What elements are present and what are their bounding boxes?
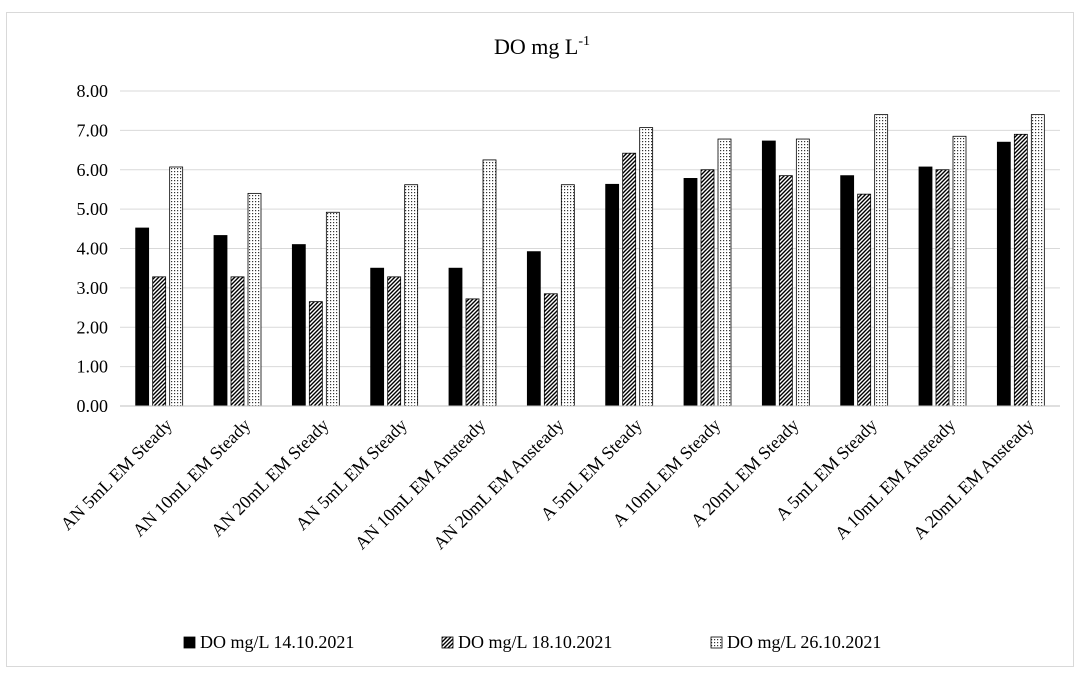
y-tick-label: 0.00 xyxy=(77,396,109,416)
bar-3-6 xyxy=(560,184,575,407)
y-axis-tick-labels: 0.00 1.00 2.00 3.00 4.00 5.00 6.00 7.00 8.00 xyxy=(77,81,109,416)
bar-3-1 xyxy=(169,166,184,407)
bar-3-11 xyxy=(952,135,967,407)
y-tick-label: 3.00 xyxy=(77,278,109,298)
legend-swatch xyxy=(710,636,723,649)
bar-3-12 xyxy=(1030,114,1045,407)
bar-2-12 xyxy=(1013,133,1028,407)
bar-2-3 xyxy=(308,301,323,407)
chart-title-superscript: -1 xyxy=(578,34,590,49)
bar-1-6 xyxy=(526,251,541,407)
bar-1-4 xyxy=(370,267,385,407)
gridlines xyxy=(120,90,1060,368)
legend-swatch xyxy=(183,636,196,649)
bar-2-6 xyxy=(543,293,558,407)
bar-1-1 xyxy=(135,227,150,407)
bar-2-7 xyxy=(622,152,637,407)
y-tick-label: 4.00 xyxy=(77,239,109,259)
y-tick-label: 7.00 xyxy=(77,120,109,140)
y-tick-label: 6.00 xyxy=(77,160,109,180)
bar-3-7 xyxy=(639,127,654,407)
bar-3-3 xyxy=(325,211,340,407)
legend: DO mg/L 14.10.2021 DO mg/L 18.10.2021 DO m… xyxy=(183,632,881,652)
y-tick-label: 1.00 xyxy=(77,357,109,377)
bar-2-8 xyxy=(700,169,715,407)
legend-label: DO mg/L 18.10.2021 xyxy=(458,632,612,652)
bar-1-3 xyxy=(291,244,306,407)
bar-2-4 xyxy=(387,276,402,407)
bar-3-4 xyxy=(404,184,419,407)
bar-1-7 xyxy=(605,183,620,407)
bar-2-9 xyxy=(778,175,793,407)
bar-3-5 xyxy=(482,159,497,407)
y-tick-label: 2.00 xyxy=(77,317,109,337)
chart-title: DO mg L-1 xyxy=(494,34,590,59)
bar-2-1 xyxy=(152,276,167,407)
bar-3-9 xyxy=(795,138,810,407)
bar-1-9 xyxy=(761,140,776,407)
y-tick-label: 5.00 xyxy=(77,199,109,219)
bar-3-2 xyxy=(247,192,262,407)
bar-1-8 xyxy=(683,178,698,407)
legend-label: DO mg/L 26.10.2021 xyxy=(727,632,881,652)
legend-label: DO mg/L 14.10.2021 xyxy=(200,632,354,652)
bar-1-11 xyxy=(918,166,933,407)
x-category-label: AN 20mL EM Ansteady xyxy=(429,415,567,553)
bar-3-8 xyxy=(717,138,732,407)
bar-1-12 xyxy=(996,141,1011,407)
bar-3-10 xyxy=(874,114,889,407)
bar-1-10 xyxy=(840,175,855,407)
x-category-label: AN 10mL EM Ansteady xyxy=(351,415,489,553)
bars xyxy=(135,114,1045,407)
bar-2-10 xyxy=(857,193,872,407)
legend-swatch xyxy=(441,636,454,649)
bar-2-5 xyxy=(465,298,480,407)
bar-1-2 xyxy=(213,235,228,407)
bar-2-2 xyxy=(230,276,245,407)
bar-1-5 xyxy=(448,267,463,407)
bar-2-11 xyxy=(935,169,950,407)
y-tick-label: 8.00 xyxy=(77,81,109,101)
